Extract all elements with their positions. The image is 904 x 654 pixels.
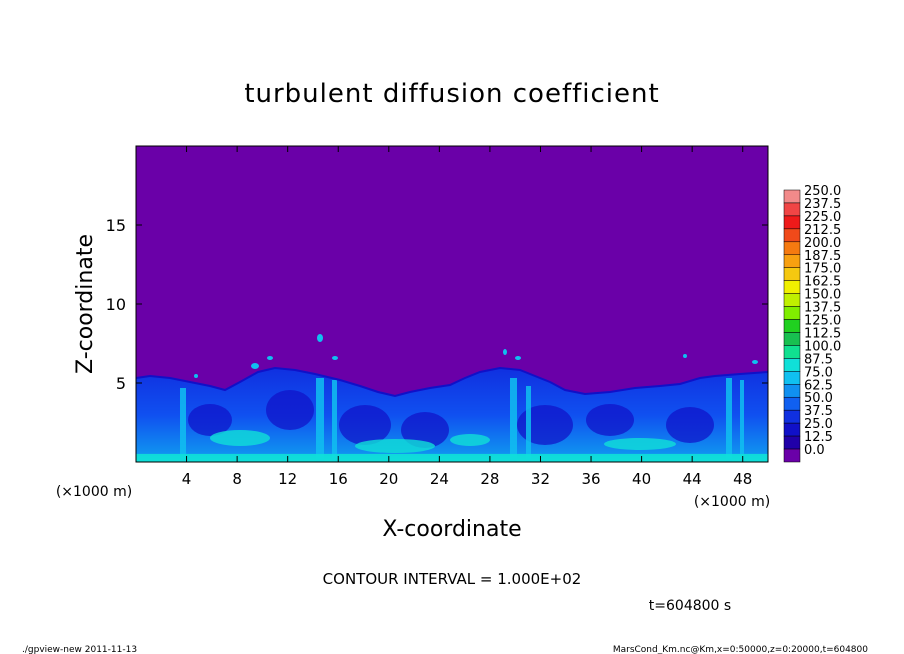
x-tick-label: 12 [278,470,297,488]
colorbar-swatch [783,306,801,320]
x-tick-label: 8 [232,470,242,488]
colorbar-swatch [783,280,801,294]
plume-bright [180,378,744,462]
contour-interval-label: CONTOUR INTERVAL = 1.000E+02 [323,570,582,588]
x-tick-label: 48 [733,470,752,488]
colorbar-label: 37.5 [804,404,833,419]
colorbar-label: 200.0 [804,236,841,251]
x-tick-label: 4 [182,470,192,488]
colorbar: 250.0237.5225.0212.5200.0187.5175.0162.5… [783,184,841,463]
heatmap-field [136,146,768,462]
colorbar-label: 62.5 [804,378,833,393]
x-tick-label: 16 [329,470,348,488]
colorbar-swatch [783,241,801,256]
footer-right: MarsCond_Km.nc@Km,x=0:50000,z=0:20000,t=… [613,645,868,654]
colorbar-label: 225.0 [804,210,841,225]
colorbar-label: 112.5 [804,326,841,341]
colorbar-label: 250.0 [804,184,841,199]
colorbar-label: 187.5 [804,249,841,264]
y-tick-label: 15 [106,216,126,235]
colorbar-label: 25.0 [804,417,833,432]
colorbar-swatch [783,371,801,385]
colorbar-label: 162.5 [804,275,841,290]
colorbar-label: 237.5 [804,197,841,212]
detached-blobs [194,334,758,378]
x-tick-label: 40 [632,470,651,488]
y-tick-label: 5 [116,374,126,393]
colorbar-swatch [783,267,801,281]
colorbar-label: 150.0 [804,288,841,303]
colorbar-swatch [783,345,801,359]
chart-title: turbulent diffusion coefficient [244,79,659,109]
colorbar-label: 175.0 [804,262,841,277]
colorbar-label: 50.0 [804,391,833,406]
x-axis-label: X-coordinate [382,517,521,542]
x-tick-label: 24 [430,470,449,488]
x-tick-label: 36 [581,470,600,488]
colorbar-label: 100.0 [804,339,841,354]
x-unit-label-right: (×1000 m) [694,494,770,510]
eddy-dark [188,390,714,448]
colorbar-swatch [783,396,801,411]
colorbar-swatch [783,189,801,204]
colorbar-label: 212.5 [804,223,841,238]
colorbar-swatch [783,448,801,463]
colorbar-label: 87.5 [804,352,833,367]
colorbar-swatch [783,319,801,333]
colorbar-swatch [783,384,801,398]
boundary-layer-edge [136,366,768,398]
x-tick-label: 28 [480,470,499,488]
footer-left: ./gpview-new 2011-11-13 [22,645,137,654]
colorbar-swatch [783,332,801,346]
x-tick-label: 32 [531,470,550,488]
x-tick-label: 44 [683,470,702,488]
colorbar-label: 12.5 [804,430,833,445]
colorbar-label: 75.0 [804,365,833,380]
x-tick-label: 20 [379,470,398,488]
colorbar-label: 125.0 [804,314,841,329]
colorbar-swatch [783,293,801,307]
x-axis: 4 8 12 16 20 24 28 32 36 40 44 48 [182,146,752,488]
colorbar-swatch [783,228,801,243]
colorbar-swatch [783,422,801,437]
colorbar-swatch [783,215,801,230]
colorbar-label: 137.5 [804,301,841,316]
y-tick-label: 10 [106,295,126,314]
x-unit-label-left: (×1000 m) [56,484,132,500]
plume-cyan [210,430,676,453]
colorbar-swatch [783,254,801,268]
colorbar-swatch [783,435,801,450]
colorbar-swatch [783,358,801,372]
colorbar-label: 0.0 [804,443,825,458]
y-axis: 5 10 15 [106,216,768,393]
colorbar-swatch [783,202,801,217]
time-label: t=604800 s [649,598,731,614]
y-axis-label: Z-coordinate [73,234,98,374]
colorbar-swatch [783,409,801,424]
surface-layer [136,454,768,462]
